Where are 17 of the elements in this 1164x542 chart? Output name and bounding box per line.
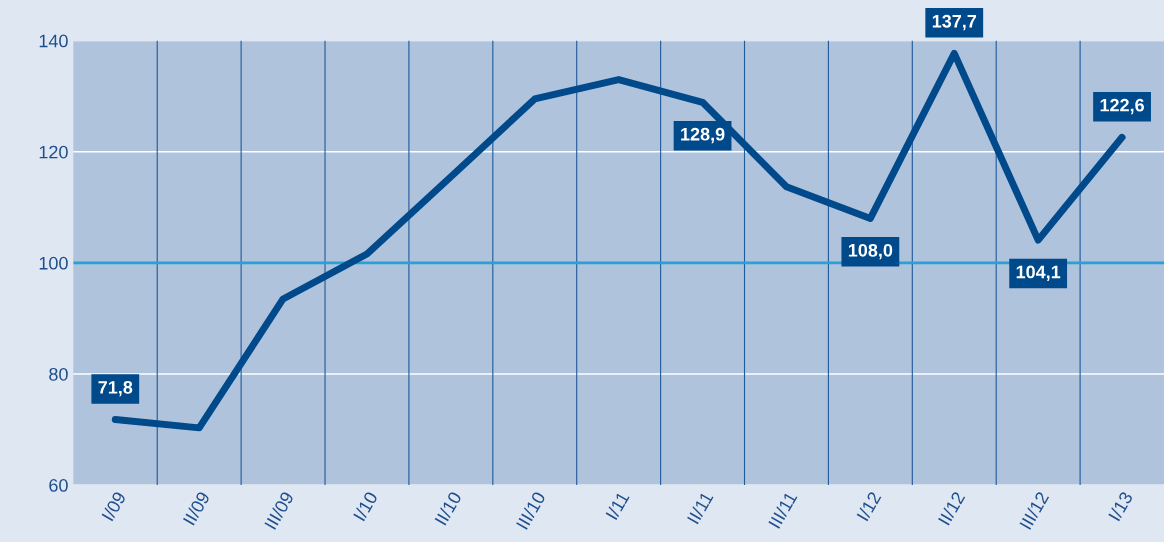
x-tick-label: I/12	[856, 490, 882, 522]
data-label: 108,0	[848, 243, 893, 260]
data-label: 71,8	[98, 380, 133, 397]
x-tick-label: I/11	[605, 490, 630, 521]
y-tick-label: 60	[49, 479, 68, 492]
x-tick-label: I/13	[1107, 490, 1134, 522]
x-tick-label: I/09	[101, 490, 127, 522]
x-tick-label: II/11	[686, 490, 714, 525]
y-tick-label: 140	[39, 34, 68, 48]
y-tick-label: 100	[39, 256, 68, 270]
data-label: 128,9	[681, 127, 725, 144]
y-tick-label: 80	[49, 367, 68, 381]
y-tick-label: 120	[39, 145, 68, 159]
x-tick-label: I/10	[352, 490, 379, 522]
data-label: 122,6	[1100, 98, 1144, 115]
data-label: 137,7	[932, 14, 977, 31]
data-label: 104,1	[1016, 265, 1061, 281]
